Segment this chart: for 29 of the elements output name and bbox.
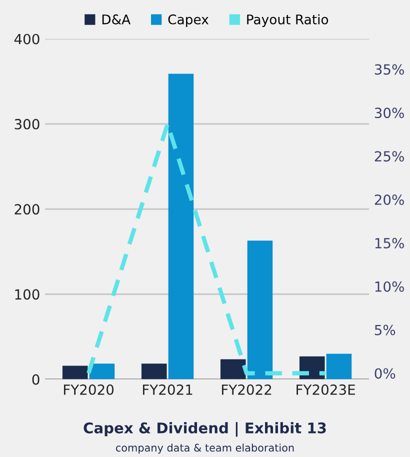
y2-tick-label: 25% [374, 151, 404, 162]
y2-tick-label: 15% [375, 238, 404, 248]
bar [141, 364, 167, 380]
legend-label: Payout Ratio [247, 14, 328, 27]
x-tick-label: FY2020 [64, 384, 114, 395]
x-tick-label: FY2021 [143, 384, 192, 395]
y2-tick-label: 5% [374, 324, 396, 336]
x-tick-label: FY2023E [296, 384, 355, 395]
text: company data & team elaboration [116, 444, 294, 454]
bar [62, 366, 88, 380]
text: Capex & Dividend | Exhibit 13 [84, 422, 326, 437]
y2-tick-label: 0% [374, 368, 396, 379]
y-tick-label: 100 [15, 289, 40, 300]
legend-label: D&A [102, 14, 130, 24]
x-tick-label: FY2022 [222, 384, 272, 395]
bar [168, 74, 194, 380]
legend-label: Capex [168, 14, 208, 27]
y2-tick-label: 10% [375, 281, 404, 292]
bar [89, 364, 115, 380]
y2-tick-label: 35% [374, 64, 404, 75]
bar [220, 359, 246, 380]
y-tick-label: 0 [32, 374, 40, 385]
y-tick-label: 400 [14, 34, 40, 44]
y2-tick-label: 30% [374, 108, 404, 118]
y2-tick-label: 20% [374, 194, 404, 205]
bar [326, 354, 352, 380]
bar [247, 240, 273, 380]
y-tick-label: 200 [14, 204, 40, 215]
y-tick-label: 300 [14, 118, 40, 130]
